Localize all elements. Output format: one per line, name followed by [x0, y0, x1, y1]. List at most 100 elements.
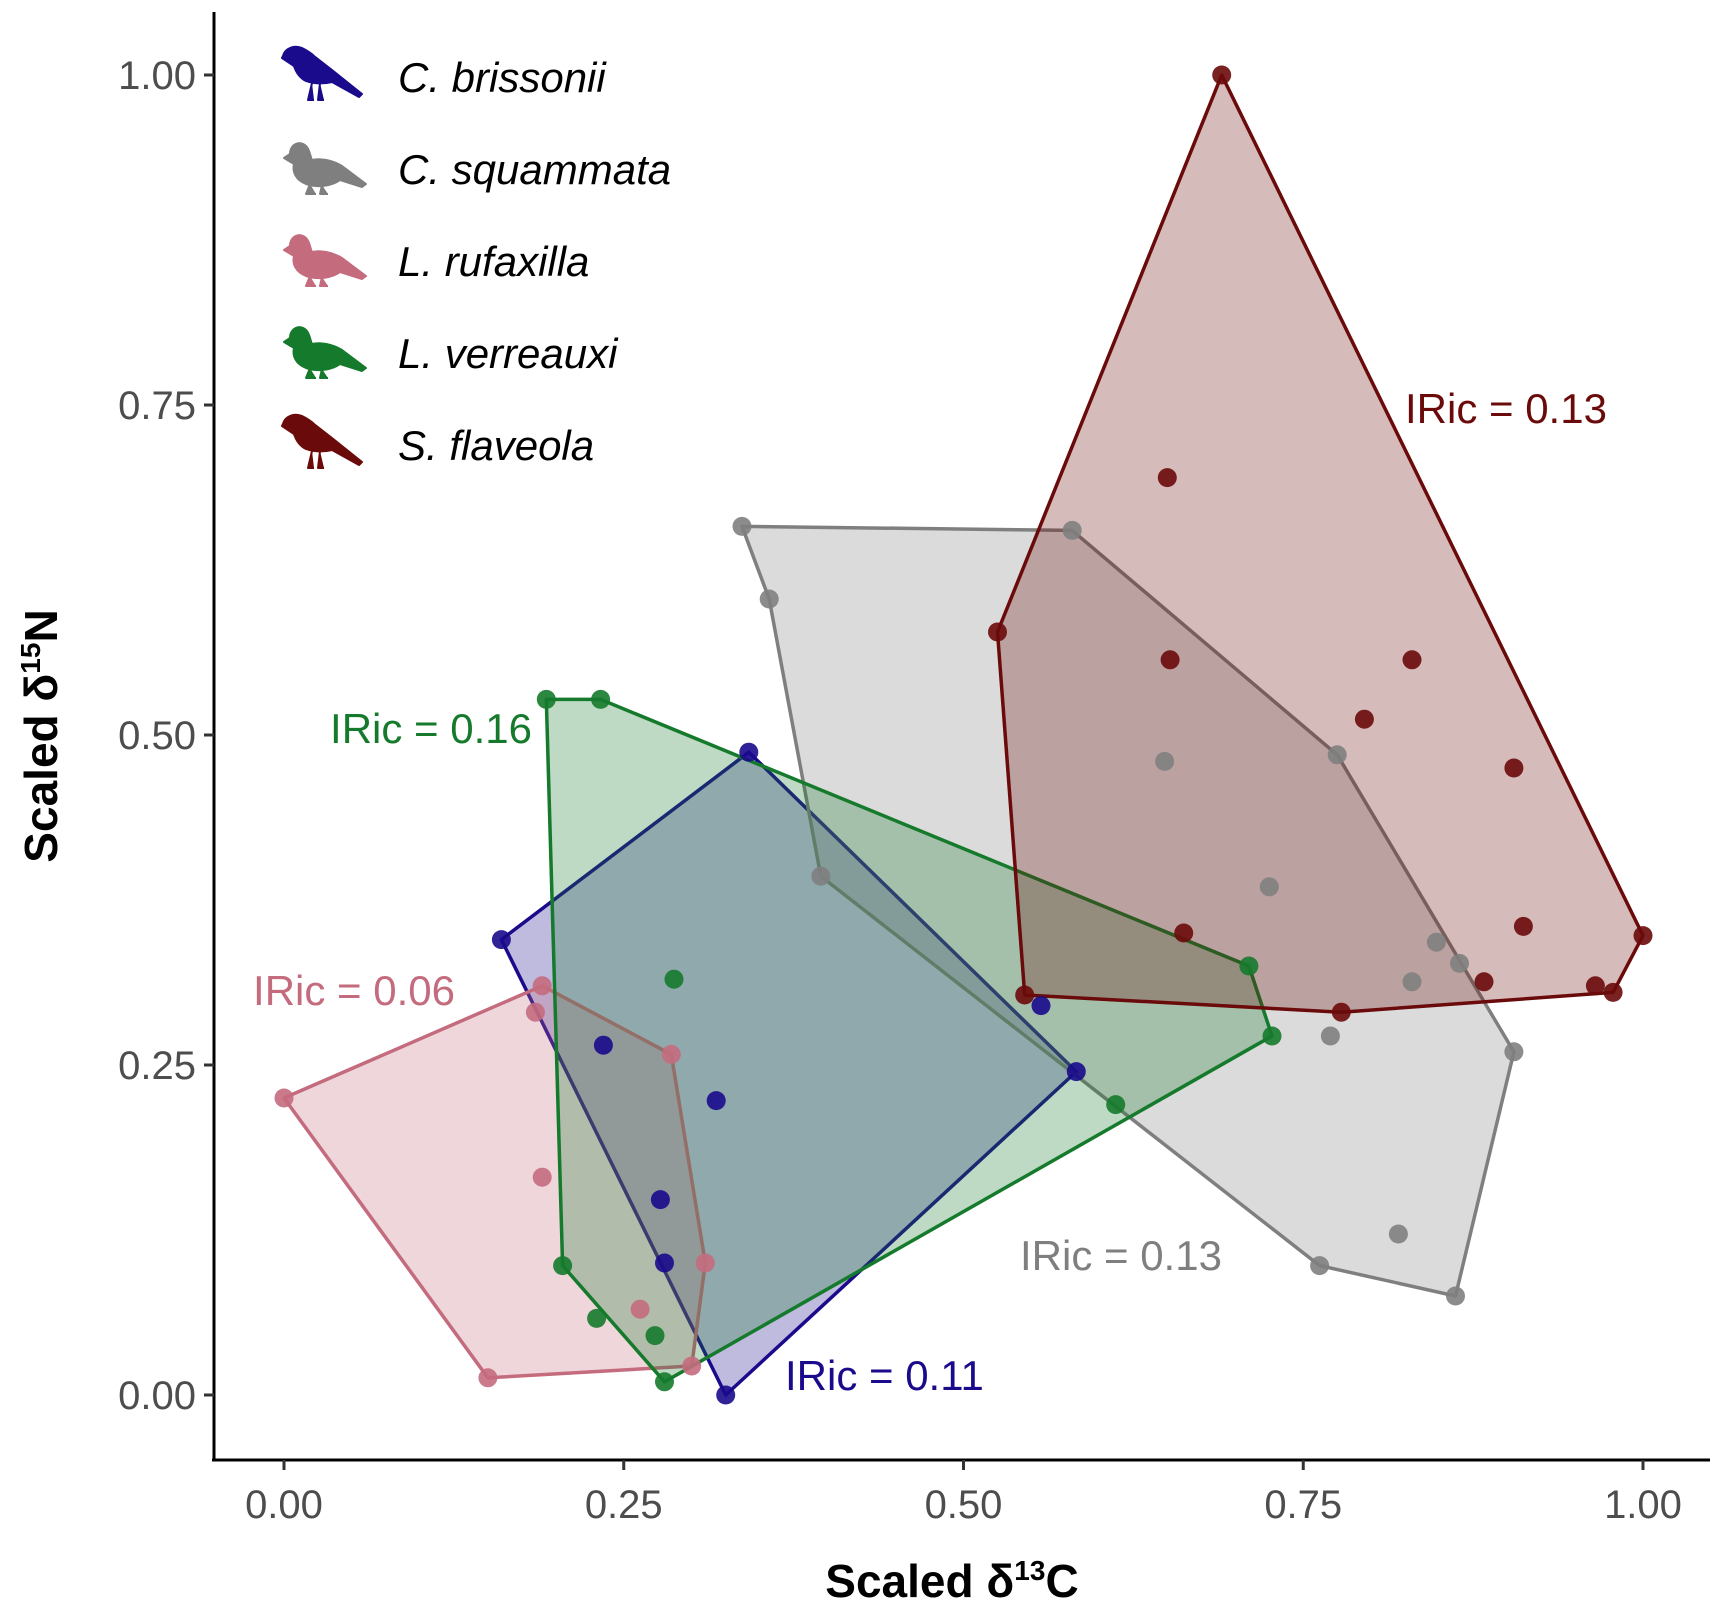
point-s-flaveola-13 [1603, 982, 1623, 1002]
point-c-brissonii-9 [655, 1253, 674, 1273]
iric-label-l-rufaxilla: IRic = 0.06 [253, 967, 455, 1014]
legend-item-l-verreauxi: L. verreauxi [283, 326, 619, 379]
point-l-rufaxilla-8 [682, 1356, 702, 1376]
iric-label-c-squammata: IRic = 0.13 [1020, 1232, 1222, 1279]
point-l-rufaxilla-4 [661, 1044, 681, 1064]
x-tick-label-4: 1.00 [1604, 1483, 1682, 1527]
point-c-squammata-2 [1062, 520, 1082, 540]
dove-icon [283, 234, 367, 287]
point-c-squammata-13 [1388, 1224, 1408, 1244]
point-c-brissonii-4 [1066, 1062, 1086, 1082]
legend-label-l-verreauxi: L. verreauxi [398, 330, 619, 377]
point-c-squammata-15 [1446, 1286, 1465, 1306]
point-s-flaveola-7 [1504, 758, 1524, 778]
x-axis-title: Scaled δ13C [825, 1555, 1078, 1607]
x-tick-label-3: 0.75 [1264, 1483, 1342, 1527]
point-c-squammata-1 [732, 516, 752, 536]
point-l-verreauxi-8 [587, 1308, 607, 1328]
point-c-squammata-11 [1320, 1026, 1340, 1046]
point-s-flaveola-11 [1474, 972, 1494, 992]
point-c-brissonii-2 [739, 742, 759, 762]
point-c-brissonii-7 [706, 1091, 726, 1111]
data-points-layer [274, 65, 1653, 1405]
hull-s-flaveola [995, 73, 1645, 1014]
point-s-flaveola-8 [1174, 923, 1194, 943]
point-l-verreauxi-4 [1239, 956, 1259, 976]
iric-labels-layer: IRic = 0.11 IRic = 0.13 IRic = 0.06 IRic = … [253, 385, 1607, 1399]
legend-item-s-flaveola: S. flaveola [281, 413, 594, 469]
point-c-squammata-10 [1402, 972, 1422, 992]
legend-item-c-squammata: C. squammata [283, 142, 671, 195]
point-c-brissonii-8 [650, 1190, 670, 1210]
point-s-flaveola-15 [1015, 985, 1035, 1005]
y-tick-label-4: 1.00 [118, 54, 196, 98]
y-tick-label-1: 0.25 [118, 1044, 196, 1088]
point-c-squammata-6 [811, 866, 831, 886]
point-c-brissonii-5 [716, 1385, 736, 1405]
point-l-verreauxi-6 [1106, 1095, 1126, 1115]
point-s-flaveola-9 [1513, 916, 1533, 936]
point-l-verreauxi-2 [591, 689, 611, 709]
point-c-brissonii-6 [593, 1035, 613, 1055]
point-s-flaveola-12 [1585, 976, 1605, 996]
point-l-rufaxilla-6 [695, 1253, 715, 1273]
y-axis-title-suffix: N [15, 609, 67, 642]
legend-label-l-rufaxilla: L. rufaxilla [398, 238, 589, 285]
point-c-squammata-3 [759, 589, 779, 609]
point-s-flaveola-6 [1354, 709, 1374, 729]
point-c-squammata-4 [1327, 745, 1347, 765]
point-c-squammata-8 [1426, 932, 1446, 952]
ticks-layer: 0.00 0.25 0.50 0.75 1.00 0.00 0.25 0.50 0.75 1.00 [118, 54, 1682, 1527]
point-l-rufaxilla-1 [274, 1088, 294, 1108]
iric-label-l-verreauxi: IRic = 0.16 [330, 705, 532, 752]
point-c-squammata-14 [1310, 1256, 1330, 1276]
point-s-flaveola-2 [1157, 468, 1177, 488]
x-tick-label-0: 0.00 [245, 1483, 323, 1527]
point-l-rufaxilla-3 [525, 1002, 545, 1022]
point-c-squammata-5 [1155, 751, 1175, 771]
point-l-verreauxi-5 [1262, 1026, 1282, 1046]
point-c-brissonii-1 [491, 930, 511, 950]
y-tick-label-0: 0.00 [118, 1374, 196, 1418]
point-l-verreauxi-7 [553, 1256, 573, 1276]
bird-perched-icon [281, 45, 363, 101]
x-axis-title-superscript: 13 [1014, 1555, 1045, 1586]
point-l-rufaxilla-7 [630, 1299, 650, 1319]
point-l-verreauxi-10 [655, 1372, 674, 1392]
point-s-flaveola-4 [1160, 650, 1180, 670]
legend: C. brissonii C. squammata L. rufaxilla L. v… [281, 45, 671, 469]
convex-hulls-layer [282, 73, 1645, 1397]
legend-label-c-brissonii: C. brissonii [398, 54, 607, 101]
point-s-flaveola-14 [1331, 1002, 1351, 1022]
point-c-brissonii-3 [1031, 996, 1051, 1016]
point-c-squammata-9 [1450, 953, 1469, 973]
legend-item-l-rufaxilla: L. rufaxilla [283, 234, 589, 287]
x-tick-label-1: 0.25 [585, 1483, 663, 1527]
x-axis-title-prefix: Scaled δ [825, 1555, 1014, 1607]
point-s-flaveola-3 [988, 622, 1007, 642]
point-l-rufaxilla-9 [478, 1368, 498, 1388]
point-l-verreauxi-3 [664, 969, 684, 989]
point-c-squammata-12 [1504, 1042, 1524, 1062]
y-axis-title-prefix: Scaled δ [15, 674, 67, 863]
point-s-flaveola-5 [1402, 650, 1422, 670]
point-l-verreauxi-1 [536, 689, 556, 709]
legend-item-c-brissonii: C. brissonii [281, 45, 607, 101]
legend-label-c-squammata: C. squammata [398, 146, 671, 193]
y-tick-label-2: 0.50 [118, 714, 196, 758]
iric-label-s-flaveola: IRic = 0.13 [1405, 385, 1607, 432]
y-axis-title: Scaled δ15N [15, 609, 67, 862]
point-s-flaveola-1 [1212, 65, 1232, 85]
point-l-rufaxilla-2 [532, 976, 552, 996]
bird-perched-icon [281, 413, 363, 469]
x-axis-title-suffix: C [1045, 1555, 1078, 1607]
point-l-rufaxilla-5 [532, 1167, 552, 1187]
iric-label-c-brissonii: IRic = 0.11 [785, 1352, 984, 1399]
dove-icon [283, 142, 367, 195]
y-axis-title-superscript: 15 [15, 643, 46, 674]
y-tick-label-3: 0.75 [118, 384, 196, 428]
dove-icon [283, 326, 367, 379]
point-l-verreauxi-9 [645, 1326, 665, 1346]
legend-label-s-flaveola: S. flaveola [398, 422, 594, 469]
